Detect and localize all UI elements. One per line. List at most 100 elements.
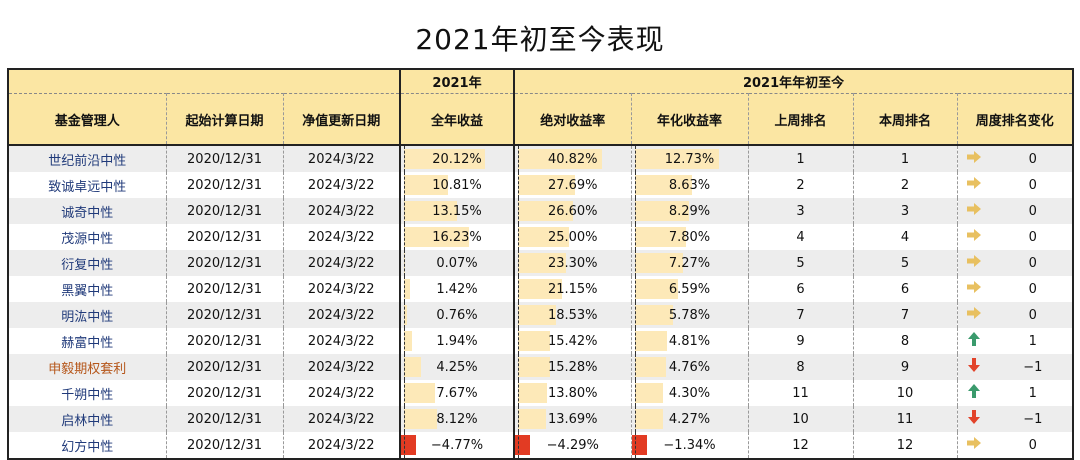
col-header-nav-date: 净值更新日期 bbox=[283, 94, 400, 146]
arrow-right-icon bbox=[966, 175, 982, 191]
col-header-ann-return: 年化收益率 bbox=[631, 94, 748, 146]
ann-return-cell: 6.59% bbox=[631, 276, 748, 302]
rank-change-cell: 0 bbox=[957, 172, 1073, 198]
manager-name: 致诚卓远中性 bbox=[8, 172, 166, 198]
last-week-rank: 9 bbox=[748, 328, 853, 354]
rank-change-cell: −1 bbox=[957, 354, 1073, 380]
ann-return-axis bbox=[635, 328, 636, 354]
col-header-this-rank: 本周排名 bbox=[853, 94, 957, 146]
abs-return-cell: 18.53% bbox=[514, 302, 631, 328]
this-week-rank: 8 bbox=[853, 328, 957, 354]
ann-return-axis bbox=[635, 432, 636, 458]
ann-return-axis bbox=[635, 354, 636, 380]
full-year-return-value: −4.77% bbox=[431, 438, 483, 453]
col-header-last-rank: 上周排名 bbox=[748, 94, 853, 146]
full-year-return-axis bbox=[404, 432, 405, 458]
full-year-return-axis bbox=[404, 302, 405, 328]
last-week-rank: 8 bbox=[748, 354, 853, 380]
ann-return-axis bbox=[635, 172, 636, 198]
rank-change-cell: 1 bbox=[957, 380, 1073, 406]
rank-change-value: 1 bbox=[1029, 334, 1037, 349]
full-year-return-cell: 4.25% bbox=[400, 354, 514, 380]
nav-date: 2024/3/22 bbox=[283, 276, 400, 302]
ann-return-cell: 8.63% bbox=[631, 172, 748, 198]
abs-return-cell: −4.29% bbox=[514, 432, 631, 459]
full-year-return-bar bbox=[401, 435, 416, 455]
abs-return-value: −4.29% bbox=[547, 438, 599, 453]
ann-return-axis bbox=[635, 146, 636, 172]
abs-return-value: 26.60% bbox=[548, 204, 598, 219]
nav-date: 2024/3/22 bbox=[283, 172, 400, 198]
ann-return-value: 6.59% bbox=[669, 282, 710, 297]
ann-return-value: 7.80% bbox=[669, 230, 710, 245]
manager-name: 衍复中性 bbox=[8, 250, 166, 276]
ann-return-value: 8.63% bbox=[669, 178, 710, 193]
start-date: 2020/12/31 bbox=[166, 354, 283, 380]
rank-change-value: −1 bbox=[1023, 412, 1042, 427]
start-date: 2020/12/31 bbox=[166, 328, 283, 354]
nav-date: 2024/3/22 bbox=[283, 145, 400, 172]
start-date: 2020/12/31 bbox=[166, 224, 283, 250]
abs-return-axis bbox=[518, 250, 519, 276]
this-week-rank: 7 bbox=[853, 302, 957, 328]
full-year-return-value: 20.12% bbox=[432, 152, 482, 167]
rank-change-cell: 0 bbox=[957, 276, 1073, 302]
start-date: 2020/12/31 bbox=[166, 276, 283, 302]
abs-return-bar bbox=[515, 435, 530, 455]
arrow-right-icon bbox=[966, 253, 982, 269]
last-week-rank: 10 bbox=[748, 406, 853, 432]
ann-return-bar bbox=[635, 305, 673, 325]
abs-return-cell: 13.69% bbox=[514, 406, 631, 432]
full-year-return-axis bbox=[404, 146, 405, 172]
full-year-return-cell: 1.94% bbox=[400, 328, 514, 354]
header-group-ytd: 2021年年初至今 bbox=[514, 69, 1073, 94]
header-group-2021: 2021年 bbox=[400, 69, 514, 94]
ann-return-cell: −1.34% bbox=[631, 432, 748, 459]
rank-change-value: 0 bbox=[1029, 282, 1037, 297]
col-header-rank-change: 周度排名变化 bbox=[957, 94, 1073, 146]
arrow-right-icon bbox=[966, 201, 982, 217]
abs-return-axis bbox=[518, 328, 519, 354]
full-year-return-value: 10.81% bbox=[432, 178, 482, 193]
ann-return-axis bbox=[635, 224, 636, 250]
abs-return-cell: 15.42% bbox=[514, 328, 631, 354]
last-week-rank: 7 bbox=[748, 302, 853, 328]
this-week-rank: 1 bbox=[853, 145, 957, 172]
ann-return-axis bbox=[635, 276, 636, 302]
rank-change-cell: −1 bbox=[957, 406, 1073, 432]
abs-return-value: 21.15% bbox=[548, 282, 598, 297]
abs-return-value: 15.42% bbox=[548, 334, 598, 349]
ann-return-bar bbox=[635, 357, 666, 377]
abs-return-axis bbox=[518, 406, 519, 432]
manager-name: 黑翼中性 bbox=[8, 276, 166, 302]
abs-return-axis bbox=[518, 354, 519, 380]
last-week-rank: 2 bbox=[748, 172, 853, 198]
abs-return-value: 18.53% bbox=[548, 308, 598, 323]
full-year-return-cell: 10.81% bbox=[400, 172, 514, 198]
last-week-rank: 12 bbox=[748, 432, 853, 459]
ann-return-cell: 4.27% bbox=[631, 406, 748, 432]
header-blank bbox=[8, 69, 400, 94]
abs-return-cell: 15.28% bbox=[514, 354, 631, 380]
manager-name: 明汯中性 bbox=[8, 302, 166, 328]
start-date: 2020/12/31 bbox=[166, 250, 283, 276]
ann-return-bar bbox=[635, 331, 667, 351]
manager-name: 诚奇中性 bbox=[8, 198, 166, 224]
last-week-rank: 5 bbox=[748, 250, 853, 276]
col-header-abs-return: 绝对收益率 bbox=[514, 94, 631, 146]
manager-name: 启林中性 bbox=[8, 406, 166, 432]
ann-return-cell: 7.27% bbox=[631, 250, 748, 276]
ann-return-value: 4.30% bbox=[669, 386, 710, 401]
manager-name: 世纪前沿中性 bbox=[8, 145, 166, 172]
manager-name: 千朔中性 bbox=[8, 380, 166, 406]
nav-date: 2024/3/22 bbox=[283, 302, 400, 328]
abs-return-cell: 26.60% bbox=[514, 198, 631, 224]
abs-return-value: 25.00% bbox=[548, 230, 598, 245]
abs-return-bar bbox=[518, 409, 546, 429]
rank-change-cell: 0 bbox=[957, 224, 1073, 250]
full-year-return-bar bbox=[404, 331, 412, 351]
start-date: 2020/12/31 bbox=[166, 172, 283, 198]
ann-return-bar bbox=[632, 435, 647, 455]
